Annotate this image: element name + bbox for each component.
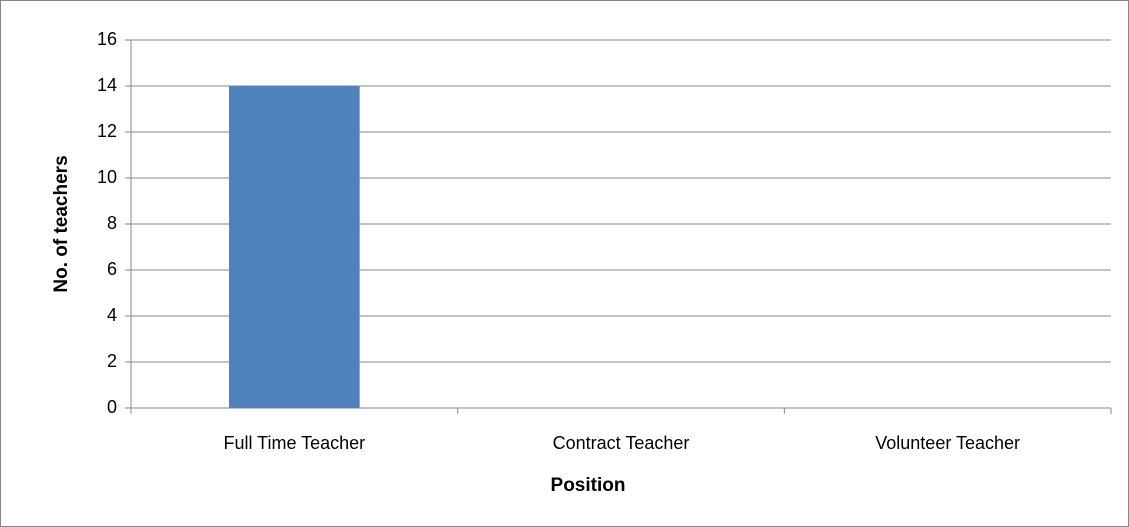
y-tick-label: 14: [97, 75, 117, 95]
bar: [229, 86, 360, 408]
y-axis-title: No. of teachers: [51, 155, 72, 292]
x-tick-label: Full Time Teacher: [223, 433, 365, 453]
y-tick-label: 16: [97, 29, 117, 49]
y-tick-label: 2: [107, 351, 117, 371]
y-tick-label: 0: [107, 397, 117, 417]
x-tick-label: Volunteer Teacher: [875, 433, 1020, 453]
y-tick-label: 10: [97, 167, 117, 187]
y-tick-label: 6: [107, 259, 117, 279]
x-axis-title: Position: [551, 475, 626, 496]
y-tick-label: 12: [97, 121, 117, 141]
y-tick-label: 4: [107, 305, 117, 325]
x-tick-label: Contract Teacher: [553, 433, 690, 453]
y-tick-label: 8: [107, 213, 117, 233]
